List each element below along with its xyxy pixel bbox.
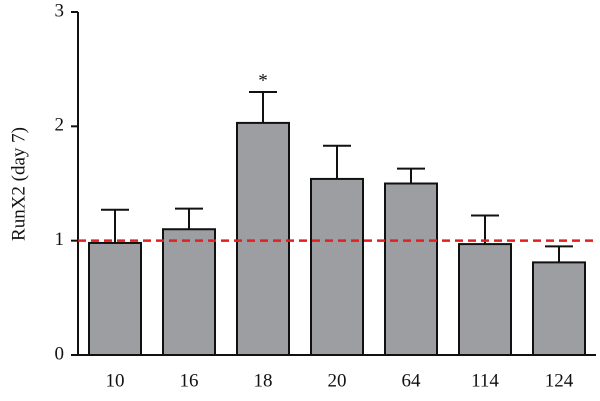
x-tick-label: 114 xyxy=(471,370,499,391)
x-tick-label: 124 xyxy=(545,370,574,391)
bar xyxy=(236,121,290,356)
bar xyxy=(162,228,216,357)
x-tick-label: 10 xyxy=(106,370,125,391)
bar xyxy=(88,241,142,357)
y-tick-label: 1 xyxy=(55,229,65,250)
annotation: * xyxy=(258,70,268,91)
x-tick-label: 20 xyxy=(328,370,347,391)
y-tick-label: 3 xyxy=(55,0,65,21)
x-tick-label: 64 xyxy=(402,370,422,391)
y-tick-label: 0 xyxy=(55,343,65,364)
bar xyxy=(384,182,438,356)
y-tick-label: 2 xyxy=(55,115,65,136)
bar xyxy=(458,243,512,356)
bar xyxy=(532,261,586,357)
x-tick-label: 16 xyxy=(180,370,199,391)
y-axis-label: RunX2 (day 7) xyxy=(8,127,29,241)
bar xyxy=(310,177,364,356)
x-tick-label: 18 xyxy=(254,370,273,391)
